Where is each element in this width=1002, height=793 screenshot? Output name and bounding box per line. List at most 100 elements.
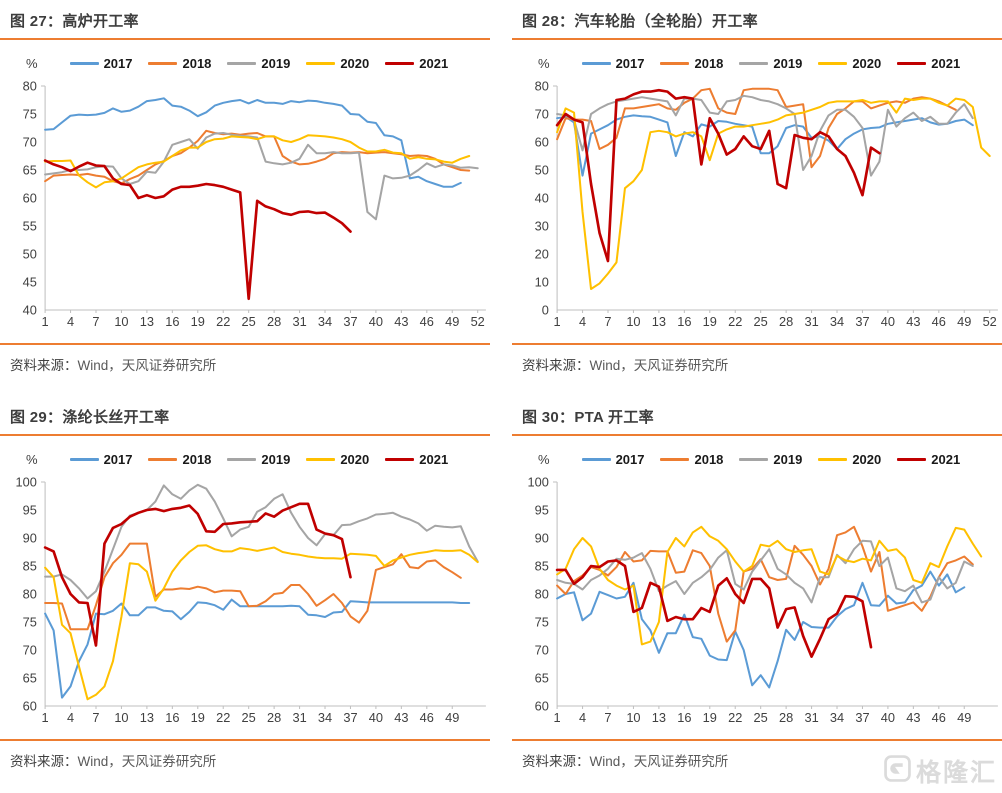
legend-label: 2018 — [694, 451, 724, 467]
legend-swatch — [69, 61, 99, 65]
svg-text:90: 90 — [23, 532, 37, 546]
legend-swatch — [227, 457, 257, 461]
chart-title: 图 27：高炉开工率 — [0, 0, 490, 40]
source-note: 资料来源：Wind，天风证券研究所 — [0, 345, 490, 374]
legend-label: 2019 — [773, 55, 803, 71]
svg-text:7: 7 — [604, 315, 611, 329]
svg-text:43: 43 — [394, 711, 408, 725]
chart-panel-29: 图 29：涤纶长丝开工率 % 2017 2018 2019 2020 2021 60 65… — [0, 396, 490, 793]
chart-panel-28: 图 28：汽车轮胎（全轮胎）开工率 % 2017 2018 2019 2020 2021… — [512, 0, 1002, 396]
source-label: 资料来源： — [10, 358, 78, 373]
svg-text:70: 70 — [23, 136, 37, 150]
svg-text:40: 40 — [535, 192, 549, 206]
legend-item-2019: 2019 — [739, 452, 802, 467]
svg-text:25: 25 — [242, 315, 256, 329]
svg-text:25: 25 — [242, 711, 256, 725]
legend-label: 2019 — [773, 451, 803, 467]
svg-text:7: 7 — [92, 711, 99, 725]
svg-text:19: 19 — [703, 315, 717, 329]
legend-swatch — [897, 61, 927, 65]
y-axis-unit-label: % — [538, 55, 550, 71]
legend-label: 2020 — [852, 451, 882, 467]
svg-text:28: 28 — [779, 315, 793, 329]
svg-text:70: 70 — [535, 644, 549, 658]
svg-text:90: 90 — [535, 532, 549, 546]
svg-text:80: 80 — [23, 588, 37, 602]
legend-item-2018: 2018 — [148, 56, 211, 71]
legend-label: 2020 — [852, 55, 882, 71]
svg-text:1: 1 — [42, 711, 49, 725]
legend-swatch — [897, 457, 927, 461]
svg-text:65: 65 — [535, 672, 549, 686]
legend-label: 2020 — [340, 55, 370, 71]
svg-text:85: 85 — [23, 560, 37, 574]
y-axis-unit-label: % — [26, 451, 38, 467]
line-chart-polyester-filament: 60 65 70 75 80 85 90 95 100 1 4 7 10 13 16 19 22 25 28 31 34… — [16, 476, 486, 725]
svg-text:50: 50 — [23, 248, 37, 262]
svg-text:13: 13 — [652, 711, 666, 725]
svg-text:7: 7 — [92, 315, 99, 329]
svg-text:19: 19 — [191, 315, 205, 329]
legend-item-2018: 2018 — [148, 452, 211, 467]
svg-text:52: 52 — [983, 315, 997, 329]
legend-item-2020: 2020 — [818, 452, 881, 467]
svg-text:30: 30 — [535, 220, 549, 234]
svg-text:52: 52 — [471, 315, 485, 329]
svg-text:4: 4 — [67, 711, 74, 725]
legend-swatch — [385, 61, 415, 65]
svg-text:50: 50 — [535, 164, 549, 178]
source-text: Wind，天风证券研究所 — [77, 754, 217, 769]
svg-text:16: 16 — [677, 711, 691, 725]
svg-text:65: 65 — [23, 672, 37, 686]
source-text: Wind，天风证券研究所 — [77, 358, 217, 373]
svg-text:75: 75 — [23, 616, 37, 630]
svg-text:10: 10 — [535, 276, 549, 290]
svg-text:22: 22 — [728, 315, 742, 329]
svg-text:37: 37 — [855, 711, 869, 725]
svg-text:40: 40 — [369, 315, 383, 329]
svg-text:31: 31 — [804, 315, 818, 329]
svg-text:80: 80 — [535, 80, 549, 94]
y-axis-unit-label: % — [26, 55, 38, 71]
legend: 2017 2018 2019 2020 2021 — [581, 451, 960, 467]
svg-text:16: 16 — [677, 315, 691, 329]
svg-text:0: 0 — [542, 304, 549, 318]
svg-text:45: 45 — [23, 276, 37, 290]
legend-item-2019: 2019 — [739, 56, 802, 71]
legend-swatch — [306, 61, 336, 65]
svg-text:31: 31 — [292, 315, 306, 329]
svg-text:75: 75 — [23, 108, 37, 122]
svg-text:49: 49 — [445, 711, 459, 725]
svg-text:10: 10 — [114, 711, 128, 725]
legend-swatch — [148, 457, 178, 461]
svg-text:31: 31 — [804, 711, 818, 725]
svg-text:20: 20 — [535, 248, 549, 262]
legend-row: % 2017 2018 2019 2020 2021 — [538, 449, 1002, 469]
svg-text:28: 28 — [267, 315, 281, 329]
svg-text:28: 28 — [779, 711, 793, 725]
svg-text:75: 75 — [535, 616, 549, 630]
legend-item-2019: 2019 — [227, 452, 290, 467]
source-label: 资料来源： — [522, 754, 590, 769]
svg-text:19: 19 — [703, 711, 717, 725]
svg-text:19: 19 — [191, 711, 205, 725]
chart-title: 图 28：汽车轮胎（全轮胎）开工率 — [512, 0, 1002, 40]
svg-text:70: 70 — [535, 108, 549, 122]
svg-text:31: 31 — [292, 711, 306, 725]
source-text: Wind，天风证券研究所 — [589, 754, 729, 769]
legend-swatch — [69, 457, 99, 461]
chart-panel-27: 图 27：高炉开工率 % 2017 2018 2019 2020 2021 40 45 50… — [0, 0, 490, 396]
svg-text:40: 40 — [881, 711, 895, 725]
svg-text:16: 16 — [165, 315, 179, 329]
gelonghui-logo-text: 格隆汇 — [915, 759, 997, 787]
svg-text:25: 25 — [754, 711, 768, 725]
legend-label: 2021 — [931, 55, 961, 71]
y-axis-unit-label: % — [538, 451, 550, 467]
svg-text:40: 40 — [369, 711, 383, 725]
line-chart-pta: 60 65 70 75 80 85 90 95 100 1 4 7 10 13 16 19 22 25 28 31 34… — [528, 476, 998, 725]
svg-text:100: 100 — [16, 476, 37, 490]
legend-label: 2019 — [261, 55, 291, 71]
legend-item-2020: 2020 — [306, 452, 369, 467]
svg-text:16: 16 — [165, 711, 179, 725]
legend-swatch — [227, 61, 257, 65]
